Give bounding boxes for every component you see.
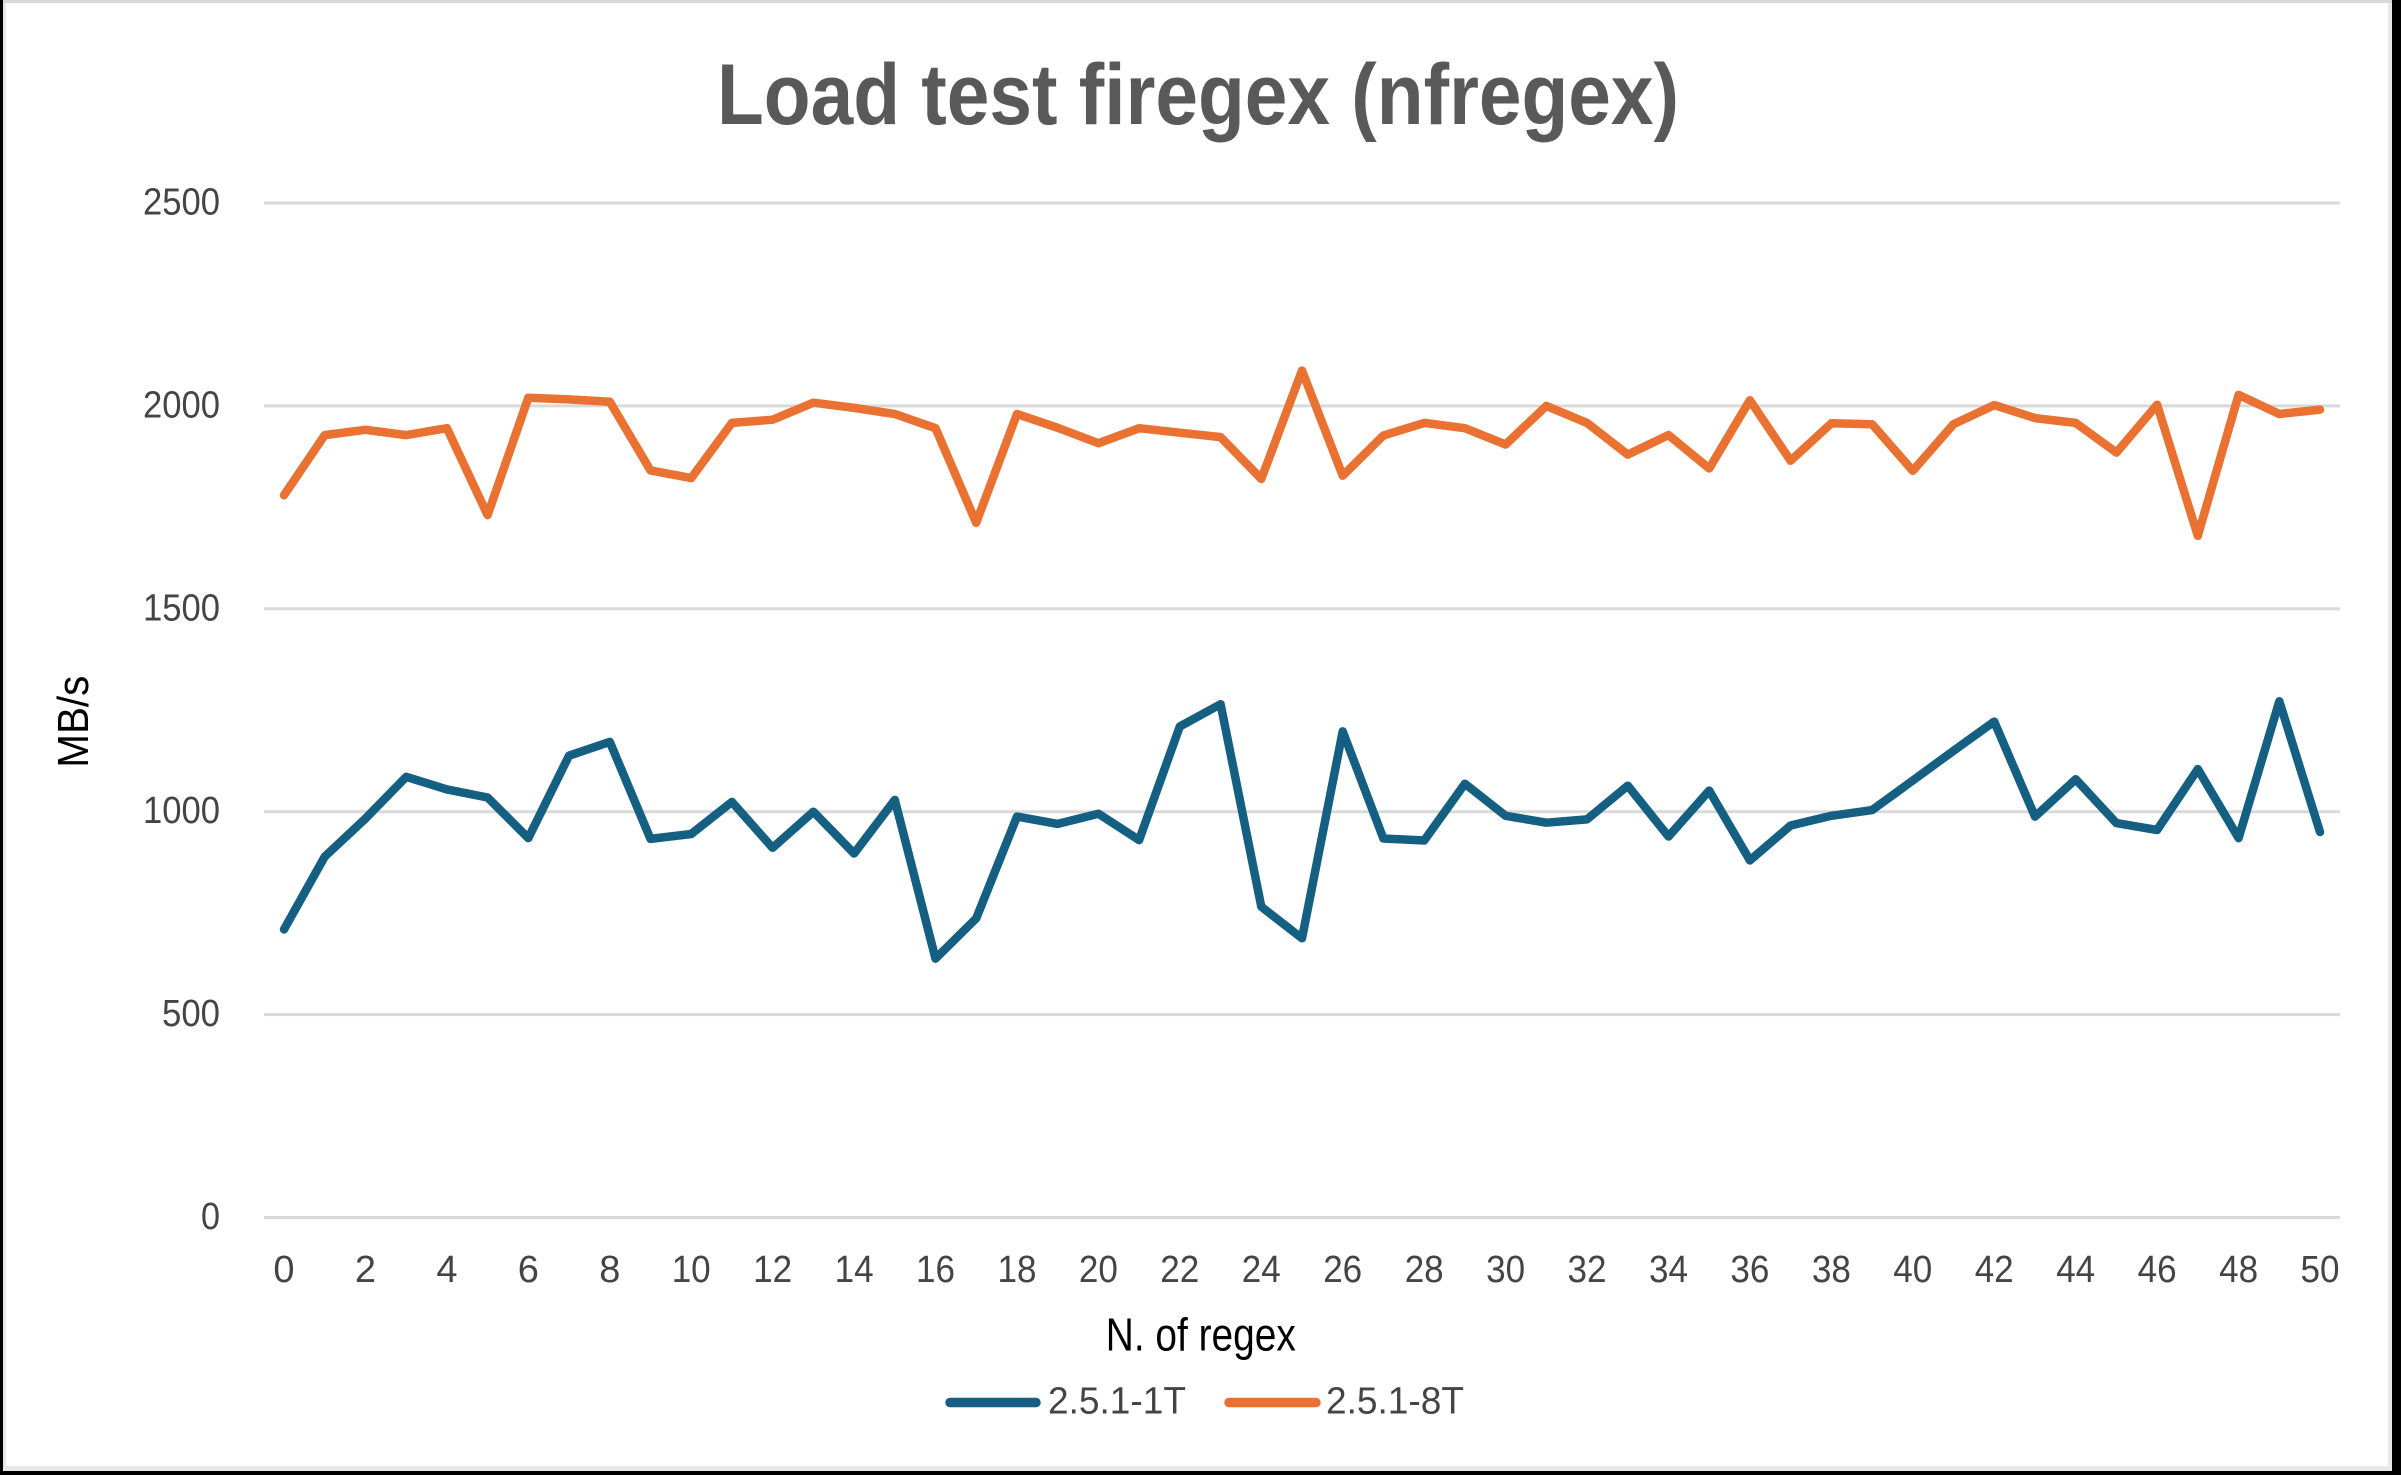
svg-text:2.5.1-1T: 2.5.1-1T <box>1048 1381 1186 1423</box>
svg-text:18: 18 <box>998 1249 1037 1291</box>
svg-text:2500: 2500 <box>143 182 220 224</box>
svg-text:8: 8 <box>599 1249 620 1291</box>
svg-text:32: 32 <box>1568 1249 1607 1291</box>
svg-text:22: 22 <box>1160 1249 1199 1291</box>
svg-text:26: 26 <box>1323 1249 1362 1291</box>
svg-text:6: 6 <box>518 1249 539 1291</box>
svg-text:10: 10 <box>672 1249 711 1291</box>
svg-text:500: 500 <box>162 993 220 1035</box>
svg-text:2: 2 <box>355 1249 376 1291</box>
svg-text:36: 36 <box>1730 1249 1769 1291</box>
svg-text:0: 0 <box>201 1196 220 1238</box>
svg-text:MB/s: MB/s <box>49 676 98 768</box>
svg-text:28: 28 <box>1405 1249 1444 1291</box>
svg-text:42: 42 <box>1975 1249 2014 1291</box>
svg-text:14: 14 <box>835 1249 874 1291</box>
svg-text:N. of regex: N. of regex <box>1106 1309 1296 1361</box>
svg-text:50: 50 <box>2301 1249 2340 1291</box>
svg-text:4: 4 <box>436 1249 457 1291</box>
svg-text:24: 24 <box>1242 1249 1281 1291</box>
svg-text:38: 38 <box>1812 1249 1851 1291</box>
svg-text:30: 30 <box>1486 1249 1525 1291</box>
svg-text:40: 40 <box>1893 1249 1932 1291</box>
svg-text:46: 46 <box>2138 1249 2177 1291</box>
svg-text:44: 44 <box>2056 1249 2095 1291</box>
svg-text:1500: 1500 <box>143 587 220 629</box>
svg-text:2000: 2000 <box>143 384 220 426</box>
svg-text:20: 20 <box>1079 1249 1118 1291</box>
svg-text:0: 0 <box>273 1249 294 1291</box>
svg-text:2.5.1-8T: 2.5.1-8T <box>1326 1381 1464 1423</box>
svg-text:12: 12 <box>753 1249 792 1291</box>
svg-text:Load test firegex (nfregex): Load test firegex (nfregex) <box>717 47 1679 143</box>
svg-text:16: 16 <box>916 1249 955 1291</box>
svg-text:34: 34 <box>1649 1249 1688 1291</box>
svg-text:1000: 1000 <box>143 790 220 832</box>
svg-text:48: 48 <box>2219 1249 2258 1291</box>
